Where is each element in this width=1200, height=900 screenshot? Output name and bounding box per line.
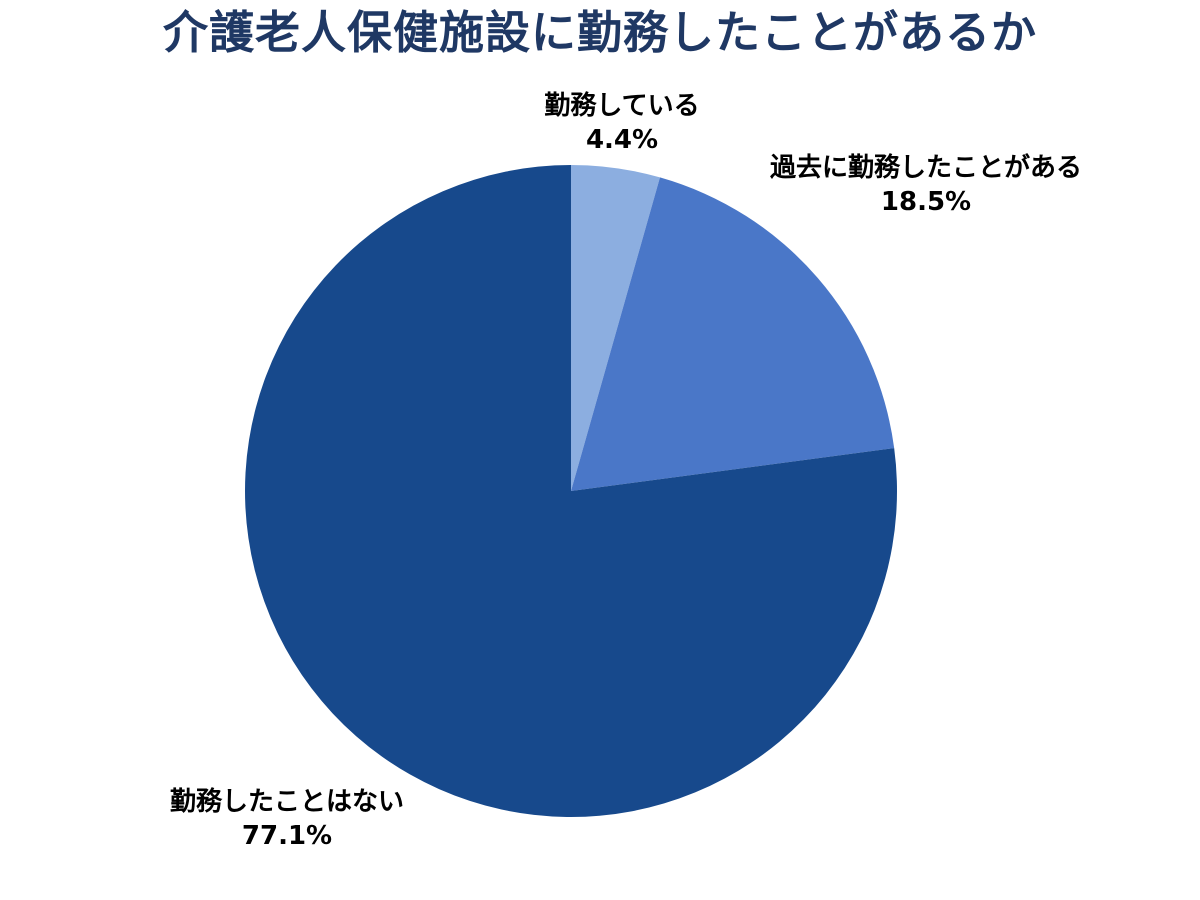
slice-label-value: 4.4% (585, 124, 659, 155)
slice-label-worked-in-past: 過去に勤務したことがある 18.5% (770, 152, 1082, 220)
pie-slice-1 (571, 177, 895, 491)
slice-label-never-worked: 勤務したことはない 77.1% (170, 786, 404, 854)
slice-label-currently-working: 勤務している 4.4% (544, 90, 699, 158)
slice-label-value: 77.1% (241, 820, 333, 851)
slice-label-text: 勤務している (544, 91, 700, 121)
chart-title: 介護老人保健施設に勤務したことがあるか (162, 6, 1037, 59)
slice-label-text: 過去に勤務したことがある (769, 153, 1083, 183)
pie-slice-0 (571, 165, 660, 491)
slice-label-text: 勤務したことはない (169, 787, 405, 817)
pie-slice-2 (245, 165, 898, 817)
slice-label-value: 18.5% (880, 186, 972, 217)
